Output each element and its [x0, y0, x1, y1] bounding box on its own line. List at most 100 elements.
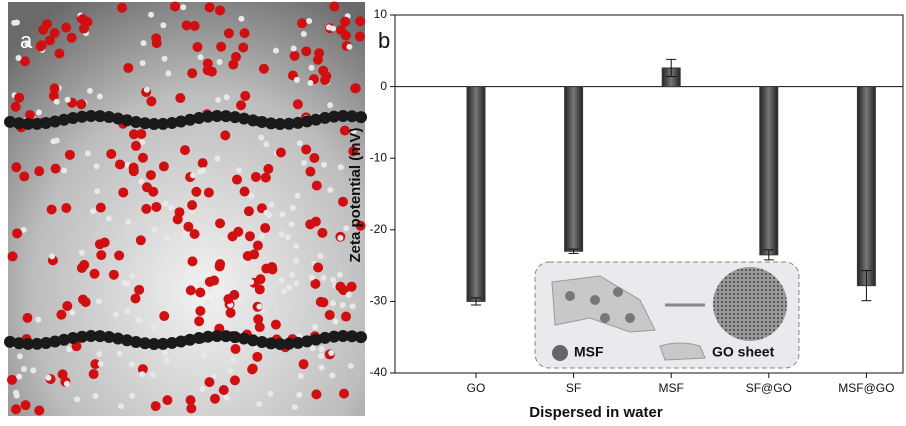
- atom: [199, 386, 206, 393]
- atom: [16, 373, 23, 380]
- atom: [95, 298, 102, 305]
- carbon-atom: [256, 116, 268, 129]
- atom: [66, 32, 77, 43]
- atom: [161, 350, 168, 357]
- atom: [225, 307, 236, 318]
- atom: [35, 109, 42, 116]
- atom: [161, 55, 168, 62]
- carbon-atom: [265, 117, 277, 130]
- atom: [335, 281, 346, 292]
- atom: [306, 18, 313, 25]
- atom: [93, 163, 100, 170]
- atom: [151, 33, 162, 44]
- atom: [162, 395, 173, 406]
- atom: [293, 243, 300, 250]
- atom: [164, 357, 171, 364]
- atom: [79, 259, 90, 270]
- carbon-atom: [229, 111, 241, 124]
- atom: [332, 318, 339, 325]
- carbon-atom: [31, 337, 43, 350]
- atom: [134, 284, 145, 295]
- atom: [195, 305, 206, 316]
- atom: [238, 42, 249, 53]
- atom: [320, 75, 331, 86]
- atom: [189, 172, 196, 179]
- atom: [185, 285, 196, 296]
- x-axis-title: Dispersed in water: [529, 404, 663, 421]
- atom: [117, 2, 128, 13]
- carbon-atom: [112, 332, 124, 345]
- atom: [108, 269, 119, 280]
- carbon-atom: [85, 110, 97, 123]
- atom: [69, 309, 76, 316]
- atom: [63, 380, 70, 387]
- carbon-atom: [13, 117, 25, 130]
- atom: [252, 240, 263, 251]
- panel-label: b: [378, 28, 390, 53]
- carbon-atom: [148, 337, 160, 350]
- bar: [564, 86, 584, 252]
- atom: [330, 300, 337, 307]
- carbon-atom: [283, 337, 295, 350]
- msf-particle: [600, 313, 610, 323]
- inset: MSF GO sheet: [534, 261, 800, 369]
- atom: [339, 125, 350, 136]
- atom: [7, 251, 18, 262]
- atom: [244, 231, 255, 242]
- atom: [307, 80, 314, 87]
- carbon-atom: [247, 114, 259, 127]
- atom: [78, 249, 85, 256]
- atom: [207, 286, 214, 293]
- molecular-image: [4, 1, 367, 416]
- carbon-atom: [310, 113, 322, 126]
- atom: [57, 369, 68, 380]
- atom: [353, 184, 360, 191]
- atom: [139, 60, 146, 67]
- atom: [297, 372, 304, 379]
- carbon-atom: [346, 330, 358, 343]
- atom: [254, 284, 265, 295]
- atom: [267, 390, 274, 397]
- atom: [143, 86, 150, 93]
- atom: [216, 41, 227, 52]
- atom: [241, 259, 248, 266]
- atom: [252, 351, 263, 362]
- atom: [243, 206, 254, 217]
- carbon-atom: [130, 335, 142, 348]
- carbon-atom: [94, 330, 106, 343]
- atom: [78, 23, 89, 34]
- atom: [256, 303, 263, 310]
- atom: [189, 20, 200, 31]
- atom: [329, 1, 340, 12]
- legend-label: GO sheet: [712, 344, 775, 360]
- atom: [11, 404, 22, 415]
- atom: [346, 281, 357, 292]
- atom: [204, 377, 215, 388]
- atom: [149, 371, 156, 378]
- atom: [230, 357, 237, 364]
- atom: [24, 109, 35, 120]
- atom: [125, 218, 132, 225]
- carbon-atom: [292, 336, 304, 349]
- carbon-atom: [256, 336, 268, 349]
- atom: [106, 148, 117, 159]
- atom: [50, 163, 61, 174]
- atom: [349, 303, 356, 310]
- atom: [337, 234, 344, 241]
- carbon-atom: [346, 110, 358, 123]
- atom: [215, 259, 226, 270]
- atom: [293, 76, 300, 83]
- atom: [146, 96, 157, 107]
- atom: [61, 203, 72, 214]
- carbon-atom: [274, 117, 286, 130]
- atom: [160, 22, 167, 29]
- atom: [291, 404, 298, 411]
- atom: [19, 56, 30, 67]
- msf-sphere: [713, 267, 787, 341]
- atom: [324, 310, 335, 321]
- atom: [216, 58, 223, 65]
- atom: [218, 384, 229, 395]
- carbon-atom: [4, 335, 16, 348]
- atom: [229, 375, 240, 386]
